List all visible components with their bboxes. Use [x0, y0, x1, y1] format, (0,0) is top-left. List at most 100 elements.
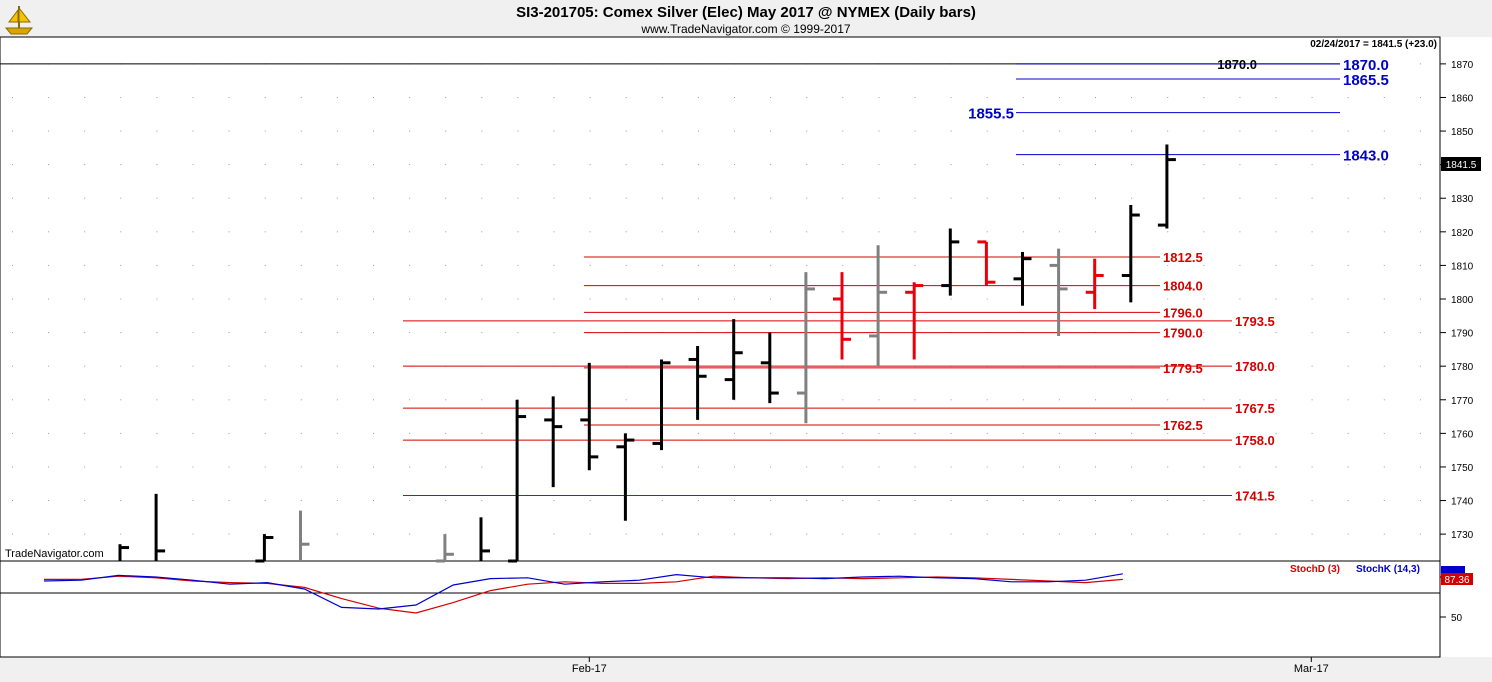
chart-title: SI3-201705: Comex Silver (Elec) May 2017…	[516, 4, 976, 21]
grid-dot	[300, 399, 302, 401]
grid-dot	[1167, 332, 1169, 334]
grid-dot	[336, 432, 338, 434]
grid-dot	[986, 97, 988, 98]
grid-dot	[445, 231, 447, 233]
grid-dot	[1347, 264, 1349, 266]
ohlc-bar	[905, 282, 924, 360]
grid-dot	[589, 231, 591, 233]
grid-dot	[1383, 97, 1385, 98]
grid-dot	[625, 298, 627, 300]
grid-dot	[409, 466, 411, 468]
grid-dot	[806, 466, 808, 468]
grid-dot	[1311, 97, 1313, 98]
ohlc-bar	[688, 346, 707, 420]
grid-dot	[806, 231, 808, 233]
grid-dot	[553, 97, 555, 98]
grid-dot	[336, 466, 338, 468]
grid-dot	[84, 500, 86, 501]
grid-dot	[1239, 533, 1241, 535]
grid-dot	[842, 231, 844, 233]
grid-dot	[1058, 97, 1060, 98]
grid-dot	[1239, 298, 1241, 300]
grid-dot	[373, 231, 374, 233]
grid-dot	[1022, 399, 1024, 401]
grid-dot	[1311, 399, 1313, 401]
ohlc-bar	[299, 510, 310, 561]
grid-dot	[950, 533, 952, 535]
grid-dot	[625, 533, 627, 535]
grid-dot	[445, 197, 447, 199]
grid-dot	[914, 197, 916, 199]
grid-dot	[553, 298, 555, 300]
grid-dot	[661, 533, 663, 535]
grid-dot	[300, 164, 302, 166]
grid-dot	[1131, 466, 1133, 468]
grid-dot	[1275, 264, 1277, 266]
grid-dot	[1058, 432, 1060, 434]
grid-dot	[12, 164, 13, 166]
grid-dot	[986, 533, 988, 535]
grid-dot	[950, 197, 952, 199]
grid-dot	[842, 533, 844, 535]
current-price-label: 1841.5	[1446, 160, 1477, 171]
grid-dot	[1131, 197, 1133, 199]
grid-dot	[156, 130, 158, 132]
grid-dot	[734, 298, 735, 300]
grid-dot	[553, 164, 555, 166]
grid-dot	[1383, 264, 1385, 266]
level-label: 1741.5	[1235, 489, 1275, 504]
grid-dot	[770, 432, 772, 434]
grid-dot	[1419, 164, 1421, 166]
grid-dot	[1131, 432, 1133, 434]
grid-dot	[986, 164, 988, 166]
grid-dot	[264, 466, 266, 468]
grid-dot	[228, 399, 230, 401]
grid-dot	[1419, 432, 1421, 434]
grid-dot	[1383, 533, 1385, 535]
ohlc-bar	[760, 332, 779, 404]
grid-dot	[264, 399, 266, 401]
grid-dot	[445, 264, 447, 266]
stochK-legend: StochK (14,3)	[1356, 564, 1420, 575]
grid-dot	[264, 298, 266, 300]
grid-dot	[1131, 500, 1133, 501]
y-tick-label: 1820	[1451, 228, 1474, 239]
grid-dot	[842, 432, 844, 434]
grid-dot	[481, 231, 483, 233]
grid-dot	[625, 130, 627, 132]
level-label: 1870.0	[1343, 57, 1389, 74]
y-tick-label: 1860	[1451, 93, 1474, 104]
grid-dot	[228, 97, 230, 98]
grid-dot	[589, 197, 591, 199]
grid-dot	[589, 298, 591, 300]
grid-dot	[1095, 164, 1096, 166]
grid-dot	[1347, 432, 1349, 434]
grid-dot	[661, 298, 663, 300]
grid-dot	[373, 432, 374, 434]
grid-dot	[1383, 500, 1385, 501]
grid-dot	[1022, 466, 1024, 468]
date-axis: Feb-17 Mar-17	[572, 657, 1329, 675]
grid-dot	[264, 130, 266, 132]
grid-dot	[1022, 432, 1024, 434]
yellow-ship-icon	[4, 6, 34, 35]
grid-dot	[1203, 298, 1205, 300]
grid-dot	[1419, 197, 1421, 199]
grid-dot	[517, 231, 519, 233]
grid-dot	[986, 466, 988, 468]
grid-dot	[445, 97, 447, 98]
ohlc-bar	[869, 245, 888, 367]
grid-dot	[1347, 97, 1349, 98]
grid-dot	[1203, 432, 1205, 434]
grid-dot	[1239, 432, 1241, 434]
grid-dot	[1095, 533, 1096, 535]
grid-dot	[770, 264, 772, 266]
grid-dot	[481, 332, 483, 334]
grid-dot	[1203, 164, 1205, 166]
grid-dot	[1275, 231, 1277, 233]
grid-dot	[192, 432, 194, 434]
stoch-y-tick-label: 50	[1451, 613, 1463, 624]
grid-dot	[1167, 466, 1169, 468]
level-label: 1767.5	[1235, 401, 1275, 416]
grid-dot	[264, 197, 266, 199]
